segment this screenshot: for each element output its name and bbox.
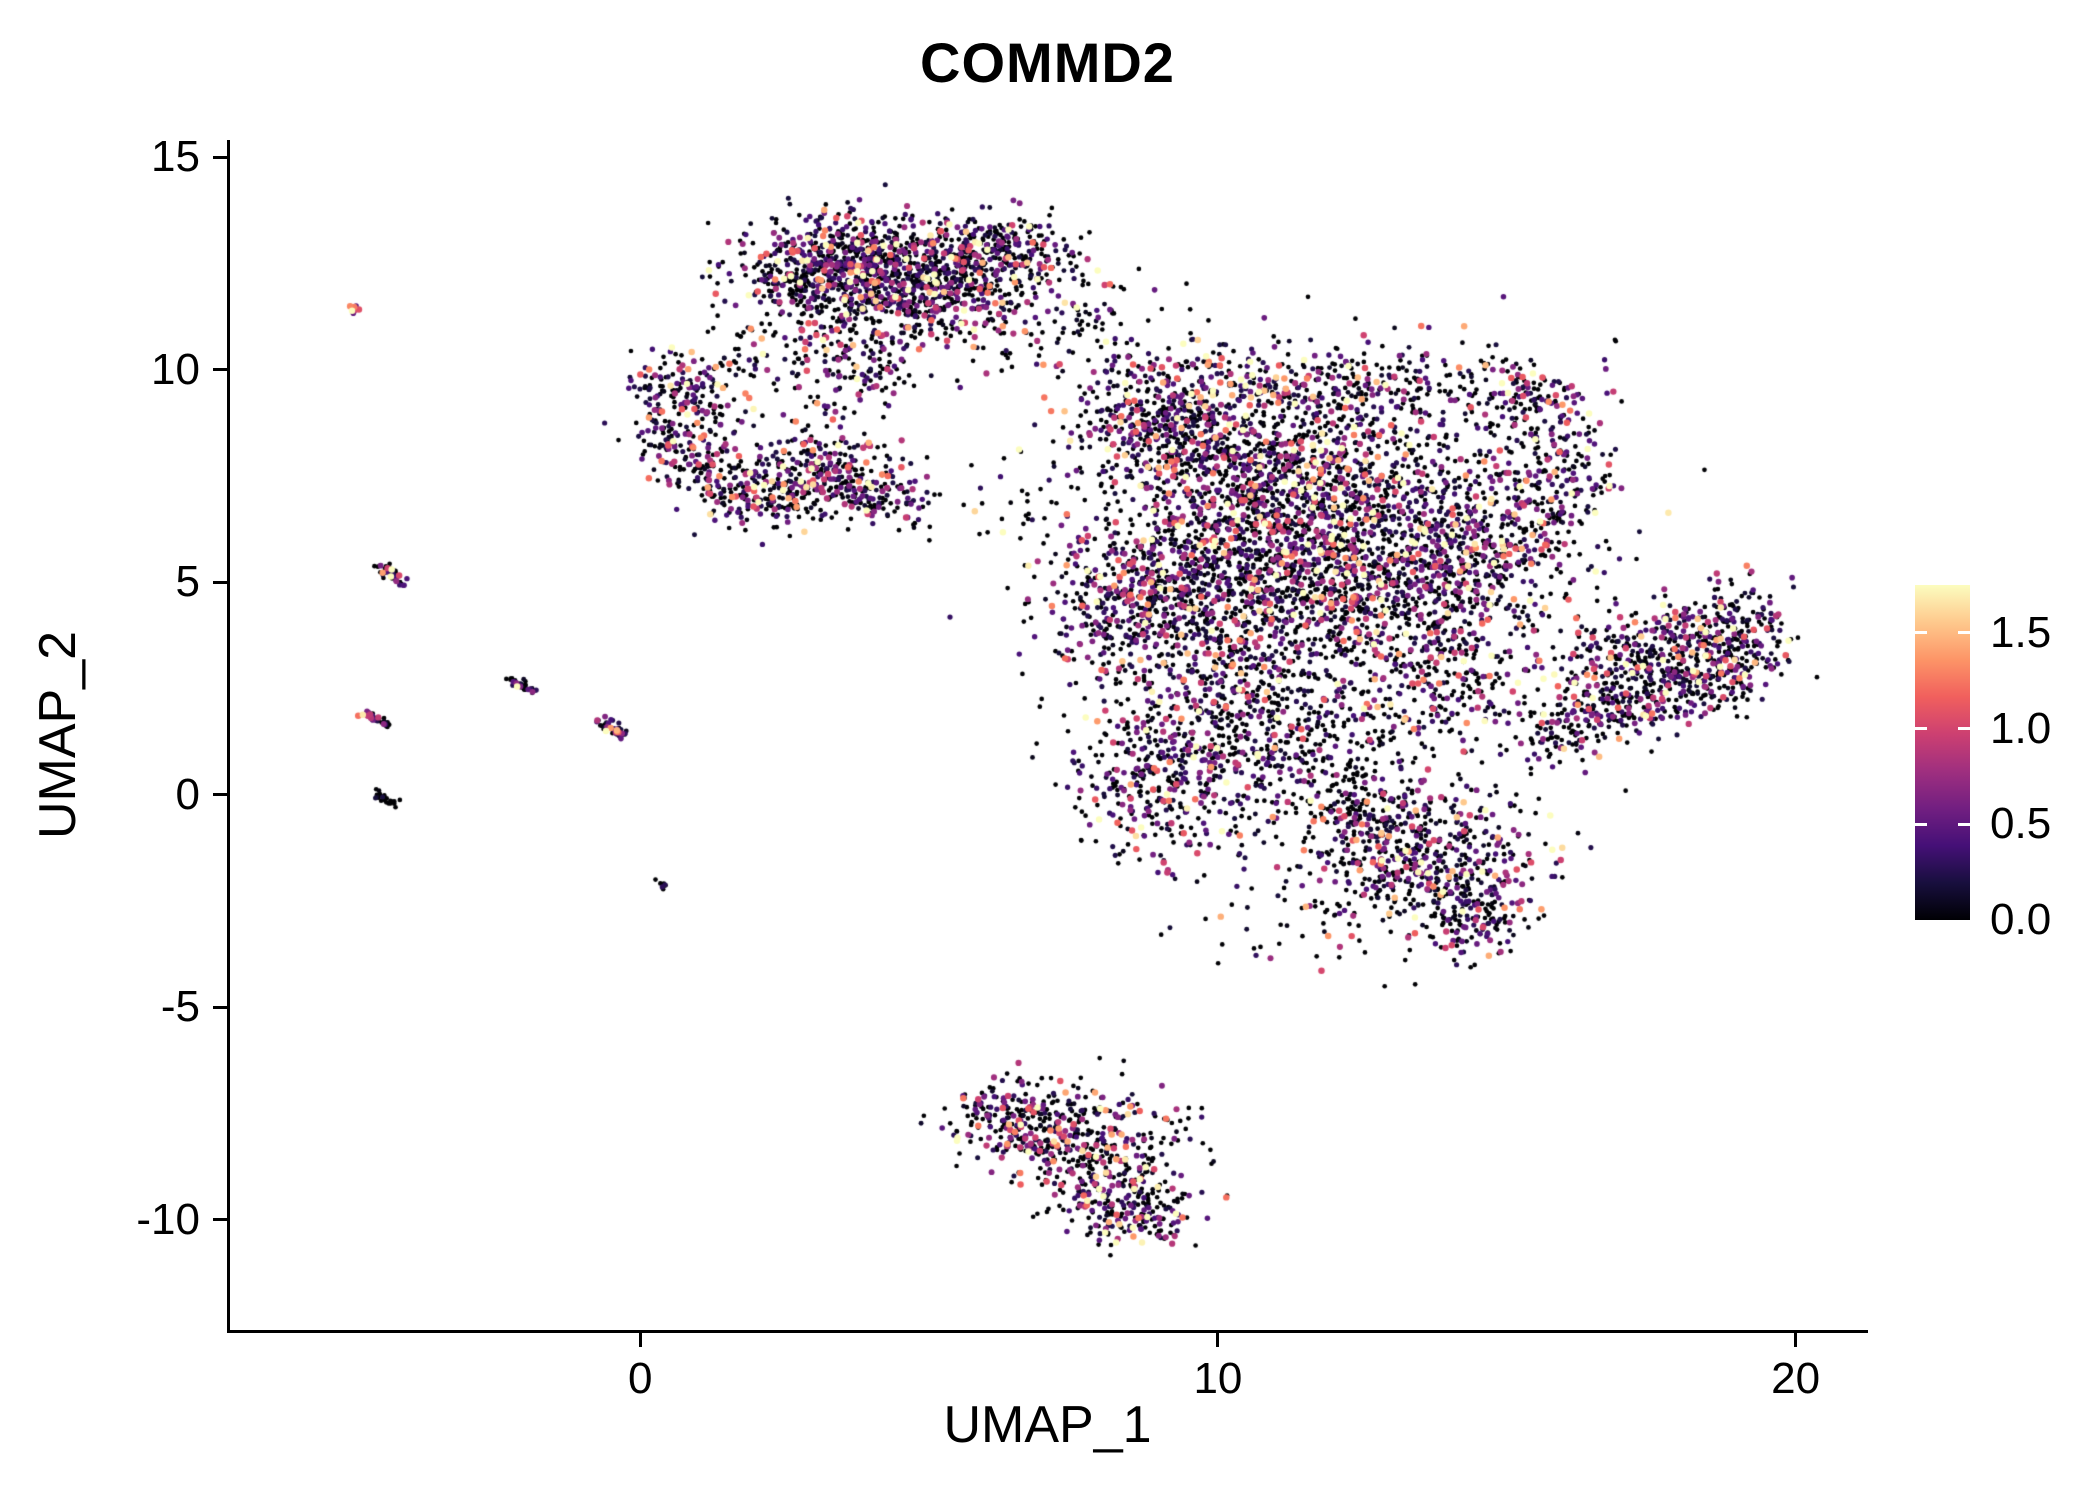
x-axis-label: UMAP_1 [943, 1396, 1152, 1454]
colorbar-tick-label: 0.5 [1990, 799, 2052, 849]
y-tick [213, 1005, 227, 1009]
y-axis-label: UMAP_2 [29, 630, 87, 840]
y-tick-label: 15 [151, 132, 200, 181]
colorbar-tick [1915, 631, 1927, 635]
colorbar-gradient [1915, 585, 1970, 920]
scatter-points-canvas [230, 140, 1865, 1330]
x-axis-line [227, 1330, 1868, 1333]
colorbar-tick [1915, 727, 1927, 731]
y-tick [213, 155, 227, 159]
colorbar-tick [1958, 822, 1970, 826]
x-tick [1794, 1333, 1798, 1347]
x-tick [638, 1333, 642, 1347]
y-tick-label: 10 [151, 344, 200, 394]
y-tick [213, 368, 227, 371]
y-tick [213, 793, 227, 796]
y-tick [213, 580, 227, 584]
x-tick [1216, 1333, 1220, 1347]
colorbar-tick [1958, 631, 1970, 635]
colorbar-legend: 1.5 1.0 0.5 0.0 [1915, 585, 2100, 985]
y-tick-label: -10 [136, 1194, 200, 1244]
y-tick-label: 5 [175, 557, 200, 606]
colorbar-tick-label: 0.0 [1990, 895, 2052, 944]
plot-title: COMMD2 [920, 31, 1175, 94]
y-tick [213, 1218, 227, 1221]
y-axis-line [227, 140, 230, 1333]
y-tick-label: 0 [175, 769, 200, 819]
colorbar-tick [1958, 727, 1970, 731]
colorbar-tick [1915, 822, 1927, 826]
colorbar-tick-label: 1.0 [1990, 703, 2052, 753]
y-tick-label: -5 [160, 982, 200, 1031]
colorbar-tick-label: 1.5 [1990, 607, 2052, 657]
